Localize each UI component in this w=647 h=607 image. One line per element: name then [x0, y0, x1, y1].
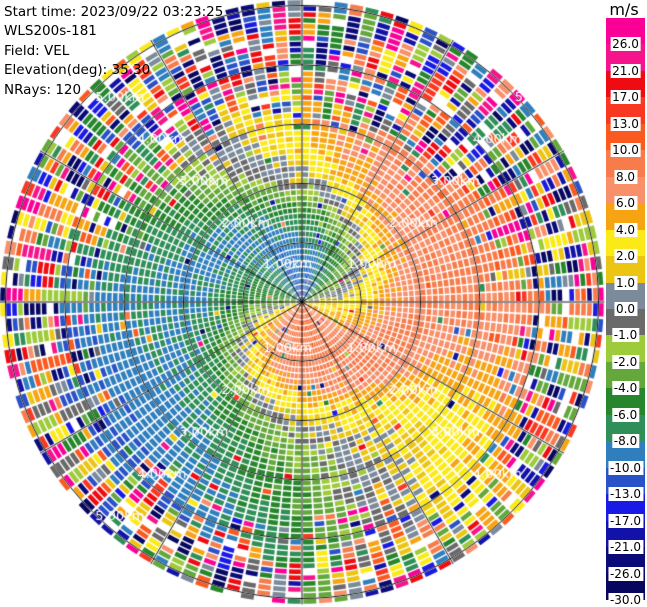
colorbar-tick-label: 1.0: [613, 275, 638, 290]
elevation-value: Elevation(deg): 35.30: [4, 62, 151, 79]
colorbar-units-label: m/s: [609, 0, 639, 19]
colorbar-tick-label: 0.0: [613, 302, 638, 316]
colorbar-tick-label: 13.0: [610, 116, 641, 131]
colorbar-tick-label: -13.0: [607, 487, 644, 502]
colorbar-tick-label: 2.0: [613, 249, 638, 264]
colorbar-tick-label: -2.0: [611, 354, 640, 369]
colorbar-tick-label: 8.0: [613, 169, 638, 184]
colorbar-tick-label: -17.0: [607, 513, 644, 528]
colorbar-tick-label: 21.0: [610, 63, 641, 78]
colorbar-tick-label: -30.0: [607, 593, 644, 607]
colorbar-tick-label: 17.0: [610, 90, 641, 105]
colorbar-tick-label: 4.0: [613, 222, 638, 237]
scan-info-block: Start time: 2023/09/22 03:23:25 WLS200s-…: [4, 3, 223, 100]
colorbar-tick-label: -26.0: [607, 566, 644, 581]
colorbar-tick-label: -21.0: [607, 540, 644, 555]
colorbar-tick-label: -8.0: [611, 434, 640, 449]
colorbar-tick-label: -4.0: [611, 381, 640, 396]
colorbar-tick-label: 26.0: [610, 37, 641, 52]
scan-start-time: Start time: 2023/09/22 03:23:25: [4, 4, 224, 20]
field-name: Field: VEL: [4, 42, 70, 59]
velocity-colorbar: 26.0 21.0 17.0 13.0 10.0 8.0 6.0 4.0 2.0 1.0 0.0 -1…: [606, 18, 645, 607]
colorbar-tick-label: -10.0: [607, 460, 644, 475]
colorbar-tick-label: -1.0: [611, 328, 640, 343]
colorbar-tick-label: 10.0: [610, 143, 641, 158]
instrument-name: WLS200s-181: [4, 23, 97, 40]
colorbar-tick-label: -6.0: [611, 407, 640, 422]
nrays-value: NRays: 120: [4, 81, 82, 98]
colorbar-tick-label: 6.0: [613, 196, 638, 211]
